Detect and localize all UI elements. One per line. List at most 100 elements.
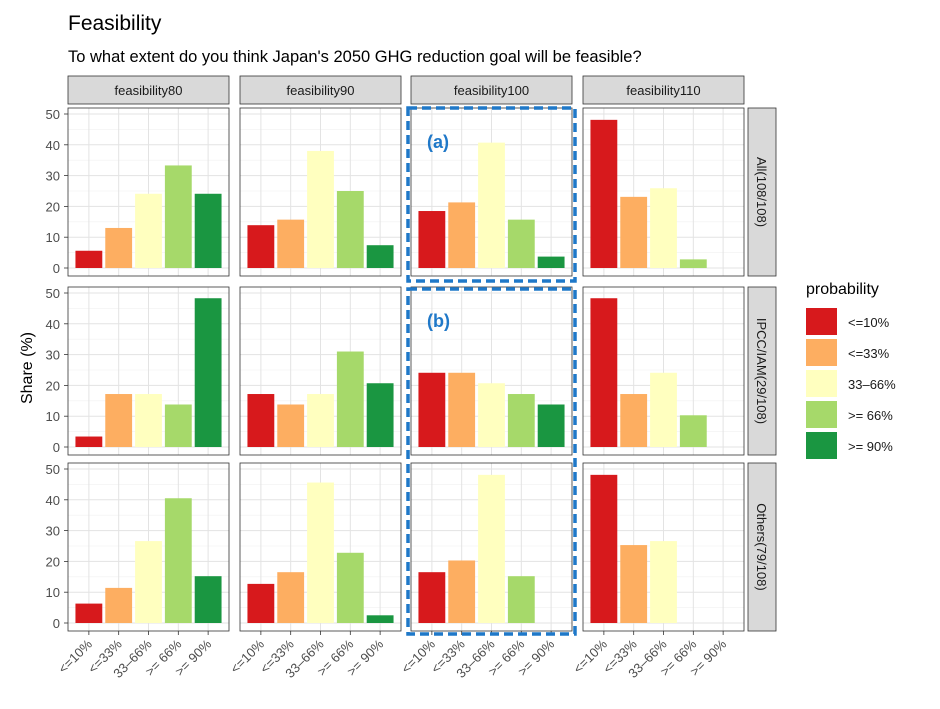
legend-label: >= 90% (848, 439, 893, 454)
annotation-label: (a) (427, 132, 449, 152)
legend-key (806, 432, 837, 459)
bar (507, 576, 535, 623)
bar (105, 227, 133, 268)
bar (507, 394, 535, 447)
highlight-box-a (406, 106, 577, 283)
panel-border (582, 286, 745, 456)
y-tick-label: 10 (46, 409, 60, 424)
column-strip (410, 75, 573, 105)
bar (336, 552, 364, 623)
y-tick-label: 40 (46, 317, 60, 332)
bar (650, 541, 677, 623)
y-tick-label: 0 (53, 440, 60, 455)
row-strip (747, 286, 777, 456)
bar (537, 404, 565, 447)
bar (590, 119, 618, 269)
bar (135, 541, 162, 623)
column-strip-label: feasibility110 (626, 83, 700, 98)
bar (366, 383, 394, 447)
bar (448, 372, 476, 447)
y-tick-label: 0 (53, 261, 60, 276)
column-strip-label: feasibility100 (454, 83, 529, 98)
chart-subtitle: To what extent do you think Japan's 2050… (68, 48, 642, 66)
y-tick-label: 30 (46, 524, 60, 539)
y-tick-label: 0 (53, 616, 60, 631)
legend-key (806, 308, 837, 335)
bar (590, 298, 618, 447)
column-strip (239, 75, 402, 105)
bar (247, 394, 275, 447)
bar (135, 193, 162, 268)
chart-title: Feasibility (68, 12, 162, 35)
bar (418, 211, 446, 268)
bar (650, 188, 677, 268)
bar (75, 436, 103, 447)
bar (307, 394, 334, 447)
bar (194, 576, 222, 623)
bar (679, 259, 707, 268)
panel-border (239, 107, 402, 277)
bar (537, 256, 565, 268)
y-axis-title: Share (%) (19, 332, 36, 404)
bar (650, 372, 677, 447)
bar (590, 474, 618, 623)
bar (507, 219, 535, 268)
column-strip-label: feasibility80 (115, 83, 183, 98)
y-tick-label: 30 (46, 169, 60, 184)
bar (164, 165, 192, 268)
bar (194, 193, 222, 268)
y-tick-label: 20 (46, 199, 60, 214)
bar (277, 404, 305, 447)
bar (75, 250, 103, 268)
column-strip (582, 75, 745, 105)
bar (307, 150, 334, 268)
bar (75, 603, 103, 623)
bar (448, 202, 476, 268)
legend-key (806, 370, 837, 397)
bar (478, 474, 505, 623)
legend-label: >= 66% (848, 408, 893, 423)
panel-border (67, 286, 230, 456)
panel-border (582, 107, 745, 277)
column-strip (67, 75, 230, 105)
bar (336, 191, 364, 268)
bar (307, 482, 334, 623)
bar (620, 196, 648, 268)
bar (164, 404, 192, 447)
bar (247, 225, 275, 268)
row-strip-label: All(108/108) (754, 157, 769, 227)
y-tick-label: 30 (46, 348, 60, 363)
legend-label: <=33% (848, 346, 890, 361)
legend-label: <=10% (848, 315, 890, 330)
y-tick-label: 50 (46, 462, 60, 477)
legend-title: probability (806, 281, 879, 298)
bar (418, 572, 446, 623)
y-tick-label: 50 (46, 107, 60, 122)
annotation-label: (b) (427, 311, 450, 331)
y-tick-label: 20 (46, 554, 60, 569)
row-strip-label: Others(79/108) (754, 503, 769, 590)
column-strip-label: feasibility90 (287, 83, 355, 98)
bar (336, 351, 364, 447)
bar (164, 498, 192, 623)
facet-grid: feasibility80 feasibility90 feasibility100… (46, 75, 777, 681)
highlight-box-b (406, 287, 577, 636)
bar (247, 583, 275, 623)
row-strip (747, 107, 777, 277)
bar (418, 372, 446, 447)
bar (620, 394, 648, 447)
panel-border (410, 286, 573, 456)
y-tick-label: 40 (46, 138, 60, 153)
bar (478, 383, 505, 447)
panel-border (239, 286, 402, 456)
bar (478, 142, 505, 268)
panel-border (67, 107, 230, 277)
legend-key (806, 401, 837, 428)
bar (194, 298, 222, 447)
bar (366, 615, 394, 623)
y-tick-label: 40 (46, 493, 60, 508)
y-tick-label: 20 (46, 378, 60, 393)
bar (135, 394, 162, 447)
y-tick-label: 10 (46, 230, 60, 245)
